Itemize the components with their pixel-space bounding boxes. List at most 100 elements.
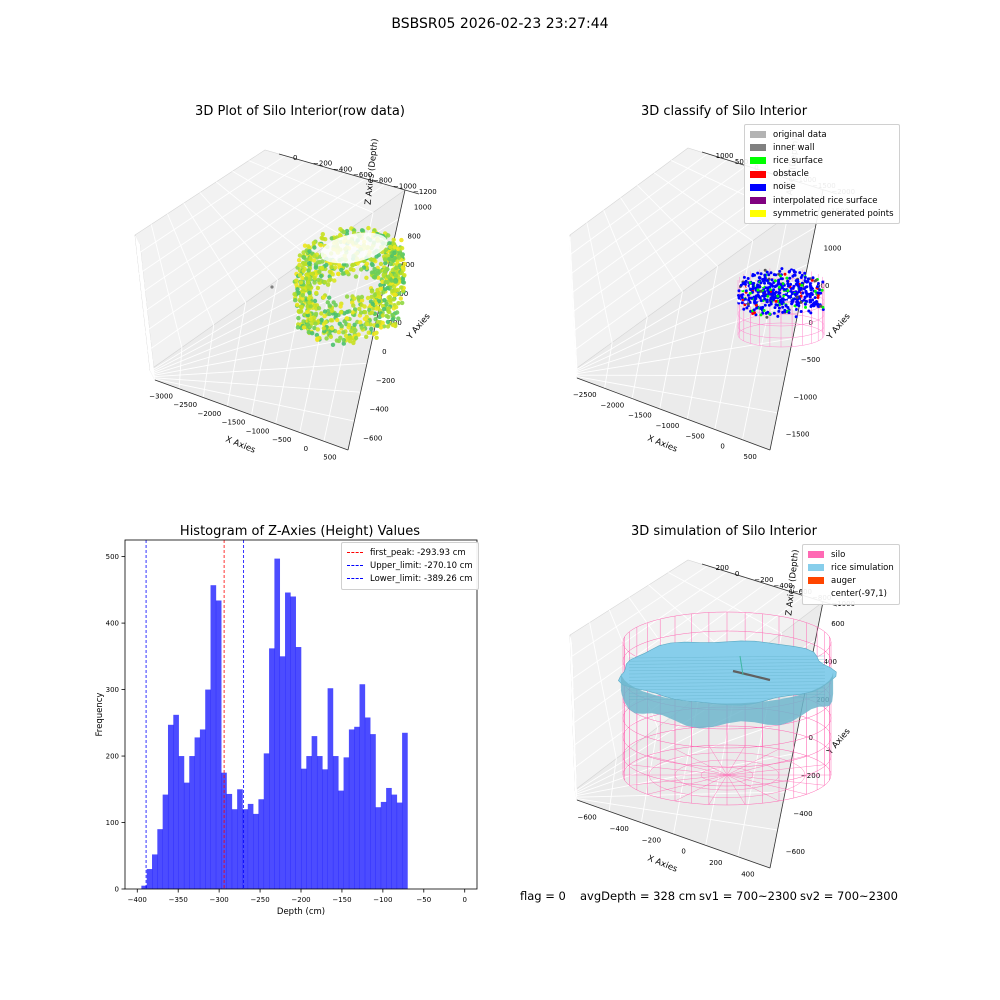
simulation-x-label: X Axies bbox=[646, 854, 679, 875]
raw-point bbox=[301, 268, 306, 274]
histogram-bar bbox=[354, 726, 360, 889]
legend-label: obstacle bbox=[773, 169, 809, 180]
classify-point bbox=[809, 311, 813, 315]
histogram-bar bbox=[141, 885, 147, 889]
histogram-chart: −400 −350 −300 −250 −200 −150 −100 −50 0 0 100 200 3… bbox=[95, 539, 478, 917]
classify-point bbox=[820, 288, 824, 292]
raw-grid-x bbox=[202, 324, 215, 398]
raw-point bbox=[307, 290, 312, 295]
raw-point bbox=[298, 309, 304, 314]
classify-grid-x bbox=[686, 266, 719, 420]
classify-point bbox=[793, 270, 797, 274]
raw-point bbox=[399, 285, 404, 290]
classify-point bbox=[791, 286, 795, 290]
raw-grid-y bbox=[151, 276, 387, 374]
simulation-grid-z bbox=[573, 745, 577, 756]
legend-item: Upper_limit: -270.10 cm bbox=[347, 559, 473, 572]
classify-wire-ring bbox=[737, 322, 825, 348]
histogram-bar bbox=[263, 753, 270, 889]
raw-point bbox=[391, 322, 396, 328]
legend-swatch bbox=[750, 157, 766, 165]
raw-point bbox=[392, 292, 397, 298]
legend-label: rice surface bbox=[773, 155, 823, 166]
histogram-bar bbox=[375, 807, 382, 889]
raw-y-tick: 1000 bbox=[414, 203, 432, 211]
simulation-z-tick: −200 bbox=[754, 576, 773, 584]
raw-point bbox=[392, 244, 397, 250]
histogram-bar bbox=[290, 596, 296, 889]
raw-grid-x bbox=[248, 160, 374, 213]
classify-point bbox=[745, 306, 749, 310]
simulation-z-tick: 200 bbox=[716, 564, 729, 572]
x-tick-label: −300 bbox=[210, 896, 229, 904]
raw-point bbox=[317, 269, 322, 274]
simulation-z-tick: 0 bbox=[735, 570, 739, 578]
simulation-x-tick: 400 bbox=[741, 870, 754, 878]
classify-grid-x bbox=[620, 197, 683, 292]
raw-z-tick: 0 bbox=[293, 154, 297, 162]
simulation-x-tick: 200 bbox=[709, 859, 722, 867]
classify-point bbox=[765, 315, 769, 319]
raw-point bbox=[308, 256, 313, 261]
simulation-z-tick: −400 bbox=[774, 582, 793, 590]
classify-point bbox=[813, 301, 816, 305]
raw-grid-z bbox=[143, 172, 346, 313]
classify-point bbox=[762, 291, 766, 295]
legend-item: inner wall bbox=[750, 141, 894, 154]
raw-point bbox=[390, 317, 395, 322]
legend-label: first_peak: -293.93 cm bbox=[370, 547, 466, 558]
classify-point bbox=[781, 300, 785, 303]
raw-point bbox=[372, 292, 377, 298]
raw-point bbox=[330, 342, 336, 347]
classify-point bbox=[770, 278, 774, 282]
legend-label: rice simulation bbox=[831, 562, 894, 573]
legend-item: interpolated rice surface bbox=[750, 194, 894, 207]
histogram-bar bbox=[258, 799, 265, 889]
raw-y-tick: −200 bbox=[376, 377, 395, 385]
classify-point bbox=[807, 309, 811, 313]
raw-point bbox=[329, 308, 335, 313]
legend-item: center(-97,1) bbox=[808, 588, 894, 601]
raw-point bbox=[364, 261, 370, 266]
raw-y-tick: −600 bbox=[363, 435, 382, 443]
classify-point bbox=[794, 307, 798, 311]
histogram-bar bbox=[391, 794, 398, 889]
raw-3d-plot: −3000−2500−2000−1500−1000−5000500−600−40… bbox=[134, 138, 437, 462]
classify-y-tick: −500 bbox=[801, 356, 820, 364]
classify-point bbox=[773, 306, 777, 310]
histogram-bar bbox=[364, 717, 371, 889]
classify-point bbox=[757, 301, 761, 305]
classify-point bbox=[737, 299, 741, 303]
raw-point bbox=[301, 254, 306, 260]
raw-x-tick: 500 bbox=[323, 454, 336, 462]
raw-grid-x bbox=[183, 202, 247, 303]
raw-point bbox=[350, 263, 355, 268]
legend-label: silo bbox=[831, 549, 846, 560]
legend-swatch bbox=[347, 578, 363, 580]
classify-point bbox=[777, 278, 781, 282]
legend-item: first_peak: -293.93 cm bbox=[347, 546, 473, 559]
raw-point bbox=[364, 275, 369, 280]
classify-point bbox=[813, 296, 817, 300]
classify-grid-x bbox=[741, 215, 789, 440]
raw-point bbox=[295, 325, 301, 330]
raw-x-tick: −2500 bbox=[173, 401, 197, 409]
classify-point bbox=[819, 304, 823, 308]
silo-floor-ring bbox=[648, 752, 806, 798]
classify-point bbox=[740, 301, 744, 305]
simulation-x-tick: −400 bbox=[610, 825, 629, 833]
classify-point bbox=[814, 282, 818, 286]
raw-point bbox=[323, 320, 328, 325]
classify-point bbox=[816, 285, 819, 289]
classify-point bbox=[772, 288, 776, 292]
histogram-bar bbox=[396, 802, 403, 889]
classify-grid-x bbox=[604, 342, 613, 389]
raw-point bbox=[308, 304, 313, 309]
classify-point bbox=[803, 271, 807, 275]
histogram-bar bbox=[327, 688, 334, 889]
raw-z-tick: −200 bbox=[313, 160, 332, 168]
raw-point bbox=[318, 273, 324, 279]
raw-point bbox=[313, 265, 319, 270]
raw-grid-y bbox=[154, 378, 355, 422]
raw-point bbox=[297, 272, 303, 278]
